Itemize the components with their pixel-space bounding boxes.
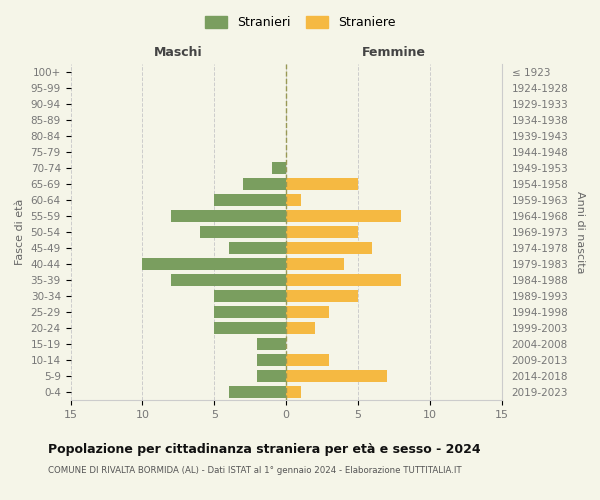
Bar [272, 162, 286, 174]
Bar [257, 370, 286, 382]
Bar [229, 386, 286, 398]
Text: COMUNE DI RIVALTA BORMIDA (AL) - Dati ISTAT al 1° gennaio 2024 - Elaborazione TU: COMUNE DI RIVALTA BORMIDA (AL) - Dati IS… [48, 466, 461, 475]
Bar [200, 226, 286, 238]
Bar [171, 210, 286, 222]
Text: Maschi: Maschi [154, 46, 203, 59]
Bar [229, 242, 286, 254]
Bar [214, 290, 286, 302]
Bar [286, 242, 373, 254]
Bar [214, 194, 286, 206]
Bar [286, 274, 401, 286]
Bar [286, 290, 358, 302]
Legend: Stranieri, Straniere: Stranieri, Straniere [202, 14, 398, 32]
Bar [286, 306, 329, 318]
Bar [214, 306, 286, 318]
Y-axis label: Anni di nascita: Anni di nascita [575, 190, 585, 273]
Bar [257, 354, 286, 366]
Bar [286, 370, 387, 382]
Bar [214, 322, 286, 334]
Bar [286, 178, 358, 190]
Bar [243, 178, 286, 190]
Bar [142, 258, 286, 270]
Bar [286, 210, 401, 222]
Y-axis label: Fasce di età: Fasce di età [15, 198, 25, 265]
Text: Popolazione per cittadinanza straniera per età e sesso - 2024: Popolazione per cittadinanza straniera p… [48, 442, 481, 456]
Text: Femmine: Femmine [362, 46, 426, 59]
Bar [286, 194, 301, 206]
Bar [286, 386, 301, 398]
Bar [257, 338, 286, 350]
Bar [286, 258, 344, 270]
Bar [286, 354, 329, 366]
Bar [286, 322, 315, 334]
Bar [171, 274, 286, 286]
Bar [286, 226, 358, 238]
